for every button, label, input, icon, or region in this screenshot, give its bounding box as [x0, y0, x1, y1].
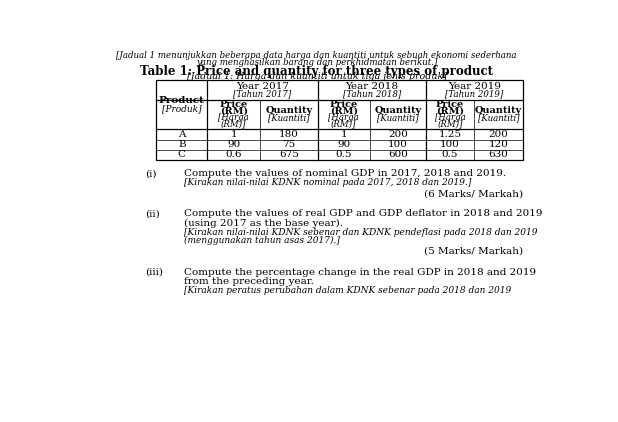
Text: [Kuantiti]: [Kuantiti]: [478, 113, 519, 122]
Text: 1: 1: [231, 130, 237, 139]
Text: Price: Price: [219, 100, 248, 109]
Text: [Produk]: [Produk]: [162, 104, 201, 113]
Text: Compute the values of nominal GDP in 2017, 2018 and 2019.: Compute the values of nominal GDP in 201…: [184, 169, 506, 178]
Text: Product: Product: [159, 96, 205, 105]
Text: 675: 675: [279, 151, 298, 160]
Text: Price: Price: [330, 100, 358, 109]
Text: B: B: [178, 141, 185, 149]
Text: 200: 200: [488, 130, 509, 139]
Text: [Jadual 1: Harga dan kuantiti untuk tiga jenis produk]: [Jadual 1: Harga dan kuantiti untuk tiga…: [187, 72, 447, 81]
Text: (using 2017 as the base year).: (using 2017 as the base year).: [184, 219, 343, 227]
Text: 600: 600: [388, 151, 408, 160]
Text: 180: 180: [279, 130, 298, 139]
Text: 120: 120: [488, 141, 509, 149]
Text: Quantity: Quantity: [475, 106, 522, 115]
Text: Table 1: Price and quantity for three types of product: Table 1: Price and quantity for three ty…: [140, 65, 493, 78]
Text: (RM): (RM): [330, 106, 358, 115]
Text: (RM)]: (RM)]: [438, 119, 463, 128]
Text: (RM)]: (RM)]: [331, 119, 357, 128]
Text: Compute the percentage change in the real GDP in 2018 and 2019: Compute the percentage change in the rea…: [184, 268, 536, 277]
Text: [Tahun 2018]: [Tahun 2018]: [342, 89, 401, 98]
Text: (6 Marks/ Markah): (6 Marks/ Markah): [424, 189, 523, 198]
Text: 100: 100: [440, 141, 460, 149]
Text: 630: 630: [488, 151, 509, 160]
Text: 0.5: 0.5: [442, 151, 459, 160]
Text: [Kuantiti]: [Kuantiti]: [268, 113, 310, 122]
Text: [Kirakan nilai-nilai KDNK sebenar dan KDNK pendeflasi pada 2018 dan 2019: [Kirakan nilai-nilai KDNK sebenar dan KD…: [184, 228, 538, 237]
Text: [Tahun 2019]: [Tahun 2019]: [446, 89, 504, 98]
Text: 200: 200: [388, 130, 408, 139]
Text: (RM)]: (RM)]: [221, 119, 247, 128]
Text: yang menghasilkan barang dan perkhidmatan berikut.]: yang menghasilkan barang dan perkhidmata…: [196, 57, 438, 67]
Text: [Kirakan nilai-nilai KDNK nominal pada 2017, 2018 dan 2019.]: [Kirakan nilai-nilai KDNK nominal pada 2…: [184, 179, 472, 187]
Text: 1: 1: [341, 130, 347, 139]
Text: 0.6: 0.6: [226, 151, 242, 160]
Text: Quantity: Quantity: [375, 106, 421, 115]
Text: 0.5: 0.5: [336, 151, 352, 160]
Text: 90: 90: [227, 141, 240, 149]
Text: Price: Price: [436, 100, 464, 109]
Text: (ii): (ii): [145, 209, 160, 218]
Text: Year 2018: Year 2018: [345, 81, 398, 91]
Text: [Harga: [Harga: [434, 113, 465, 122]
Text: 75: 75: [282, 141, 295, 149]
Text: Year 2017: Year 2017: [236, 81, 289, 91]
Text: [Jadual 1 menunjukkan beberapa data harga dan kuantiti untuk sebuah ekonomi sede: [Jadual 1 menunjukkan beberapa data harg…: [116, 51, 517, 60]
Text: 100: 100: [388, 141, 408, 149]
Text: Year 2019: Year 2019: [448, 81, 501, 91]
Text: (menggunakan tahun asas 2017).]: (menggunakan tahun asas 2017).]: [184, 236, 340, 245]
Text: (i): (i): [145, 169, 157, 178]
Text: C: C: [178, 151, 186, 160]
Text: [Harga: [Harga: [329, 113, 359, 122]
Text: 1.25: 1.25: [438, 130, 462, 139]
Text: [Tahun 2017]: [Tahun 2017]: [234, 89, 292, 98]
Text: (iii): (iii): [145, 268, 163, 277]
Bar: [156, 80, 523, 160]
Text: (5 Marks/ Markah): (5 Marks/ Markah): [424, 246, 523, 255]
Text: (RM): (RM): [220, 106, 248, 115]
Text: (RM): (RM): [436, 106, 464, 115]
Text: [Kuantiti]: [Kuantiti]: [377, 113, 419, 122]
Text: [Kirakan peratus perubahan dalam KDNK sebenar pada 2018 dan 2019: [Kirakan peratus perubahan dalam KDNK se…: [184, 286, 512, 295]
Text: A: A: [178, 130, 185, 139]
Text: [Harga: [Harga: [218, 113, 249, 122]
Text: from the preceding year.: from the preceding year.: [184, 277, 314, 286]
Text: Compute the values of real GDP and GDP deflator in 2018 and 2019: Compute the values of real GDP and GDP d…: [184, 209, 543, 218]
Text: Quantity: Quantity: [265, 106, 312, 115]
Text: 90: 90: [337, 141, 350, 149]
